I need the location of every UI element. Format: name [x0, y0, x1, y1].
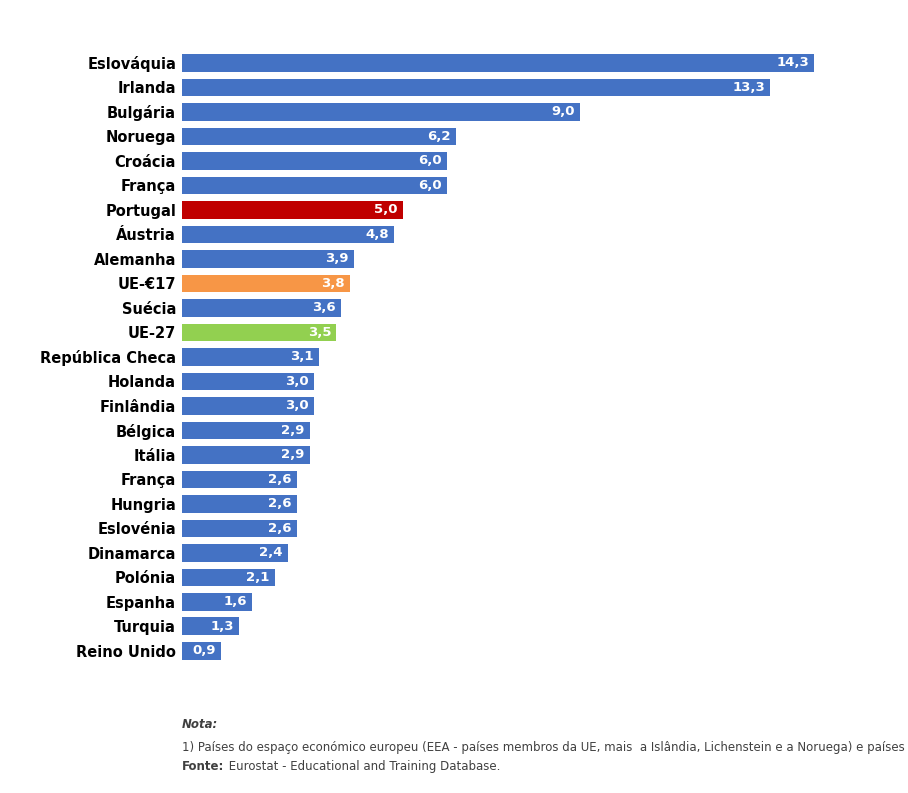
Text: 2,9: 2,9 — [281, 448, 304, 462]
Bar — [182, 519, 297, 537]
Bar — [182, 397, 314, 415]
Text: 6,0: 6,0 — [419, 155, 442, 167]
Bar — [182, 54, 814, 71]
Text: 6,2: 6,2 — [427, 130, 450, 143]
Bar — [182, 544, 288, 561]
Text: 3,0: 3,0 — [285, 375, 309, 388]
Bar — [182, 593, 252, 611]
Text: Fonte:: Fonte: — [182, 760, 224, 772]
Text: 3,6: 3,6 — [312, 301, 336, 314]
Bar — [182, 348, 319, 366]
Text: 6,0: 6,0 — [419, 179, 442, 192]
Text: 3,9: 3,9 — [325, 252, 349, 266]
Text: 9,0: 9,0 — [551, 105, 575, 118]
Text: 1,6: 1,6 — [223, 596, 247, 608]
Bar — [182, 177, 447, 194]
Text: 2,6: 2,6 — [268, 497, 291, 511]
Text: Eurostat - Educational and Training Database.: Eurostat - Educational and Training Data… — [225, 760, 500, 772]
Text: 2,6: 2,6 — [268, 473, 291, 486]
Text: 1,3: 1,3 — [211, 620, 234, 633]
Bar — [182, 324, 337, 341]
Text: 2,9: 2,9 — [281, 423, 304, 437]
Text: 3,0: 3,0 — [285, 400, 309, 412]
Bar — [182, 225, 394, 243]
Bar — [182, 299, 340, 316]
Text: 3,8: 3,8 — [321, 277, 344, 290]
Bar — [182, 373, 314, 390]
Text: 1) Países do espaço económico europeu (EEA - países membros da UE, mais  a Islân: 1) Países do espaço económico europeu (E… — [182, 741, 908, 754]
Bar — [182, 495, 297, 512]
Bar — [182, 152, 447, 170]
Text: 3,5: 3,5 — [308, 326, 331, 339]
Text: 2,6: 2,6 — [268, 522, 291, 534]
Bar — [182, 422, 310, 439]
Text: 13,3: 13,3 — [732, 81, 765, 94]
Bar — [182, 446, 310, 464]
Bar — [182, 250, 354, 268]
Text: 0,9: 0,9 — [192, 645, 216, 657]
Text: Nota:: Nota: — [182, 718, 218, 730]
Bar — [182, 569, 274, 586]
Bar — [182, 201, 403, 219]
Text: 3,1: 3,1 — [290, 351, 313, 363]
Bar — [182, 274, 350, 292]
Text: 5,0: 5,0 — [374, 203, 398, 216]
Bar — [182, 618, 239, 635]
Bar — [182, 642, 222, 660]
Bar — [182, 79, 770, 96]
Text: 2,4: 2,4 — [259, 546, 282, 559]
Text: 4,8: 4,8 — [365, 228, 389, 241]
Bar — [182, 103, 580, 121]
Bar — [182, 128, 456, 145]
Bar — [182, 470, 297, 488]
Text: 14,3: 14,3 — [776, 56, 809, 69]
Text: 2,1: 2,1 — [246, 571, 269, 584]
